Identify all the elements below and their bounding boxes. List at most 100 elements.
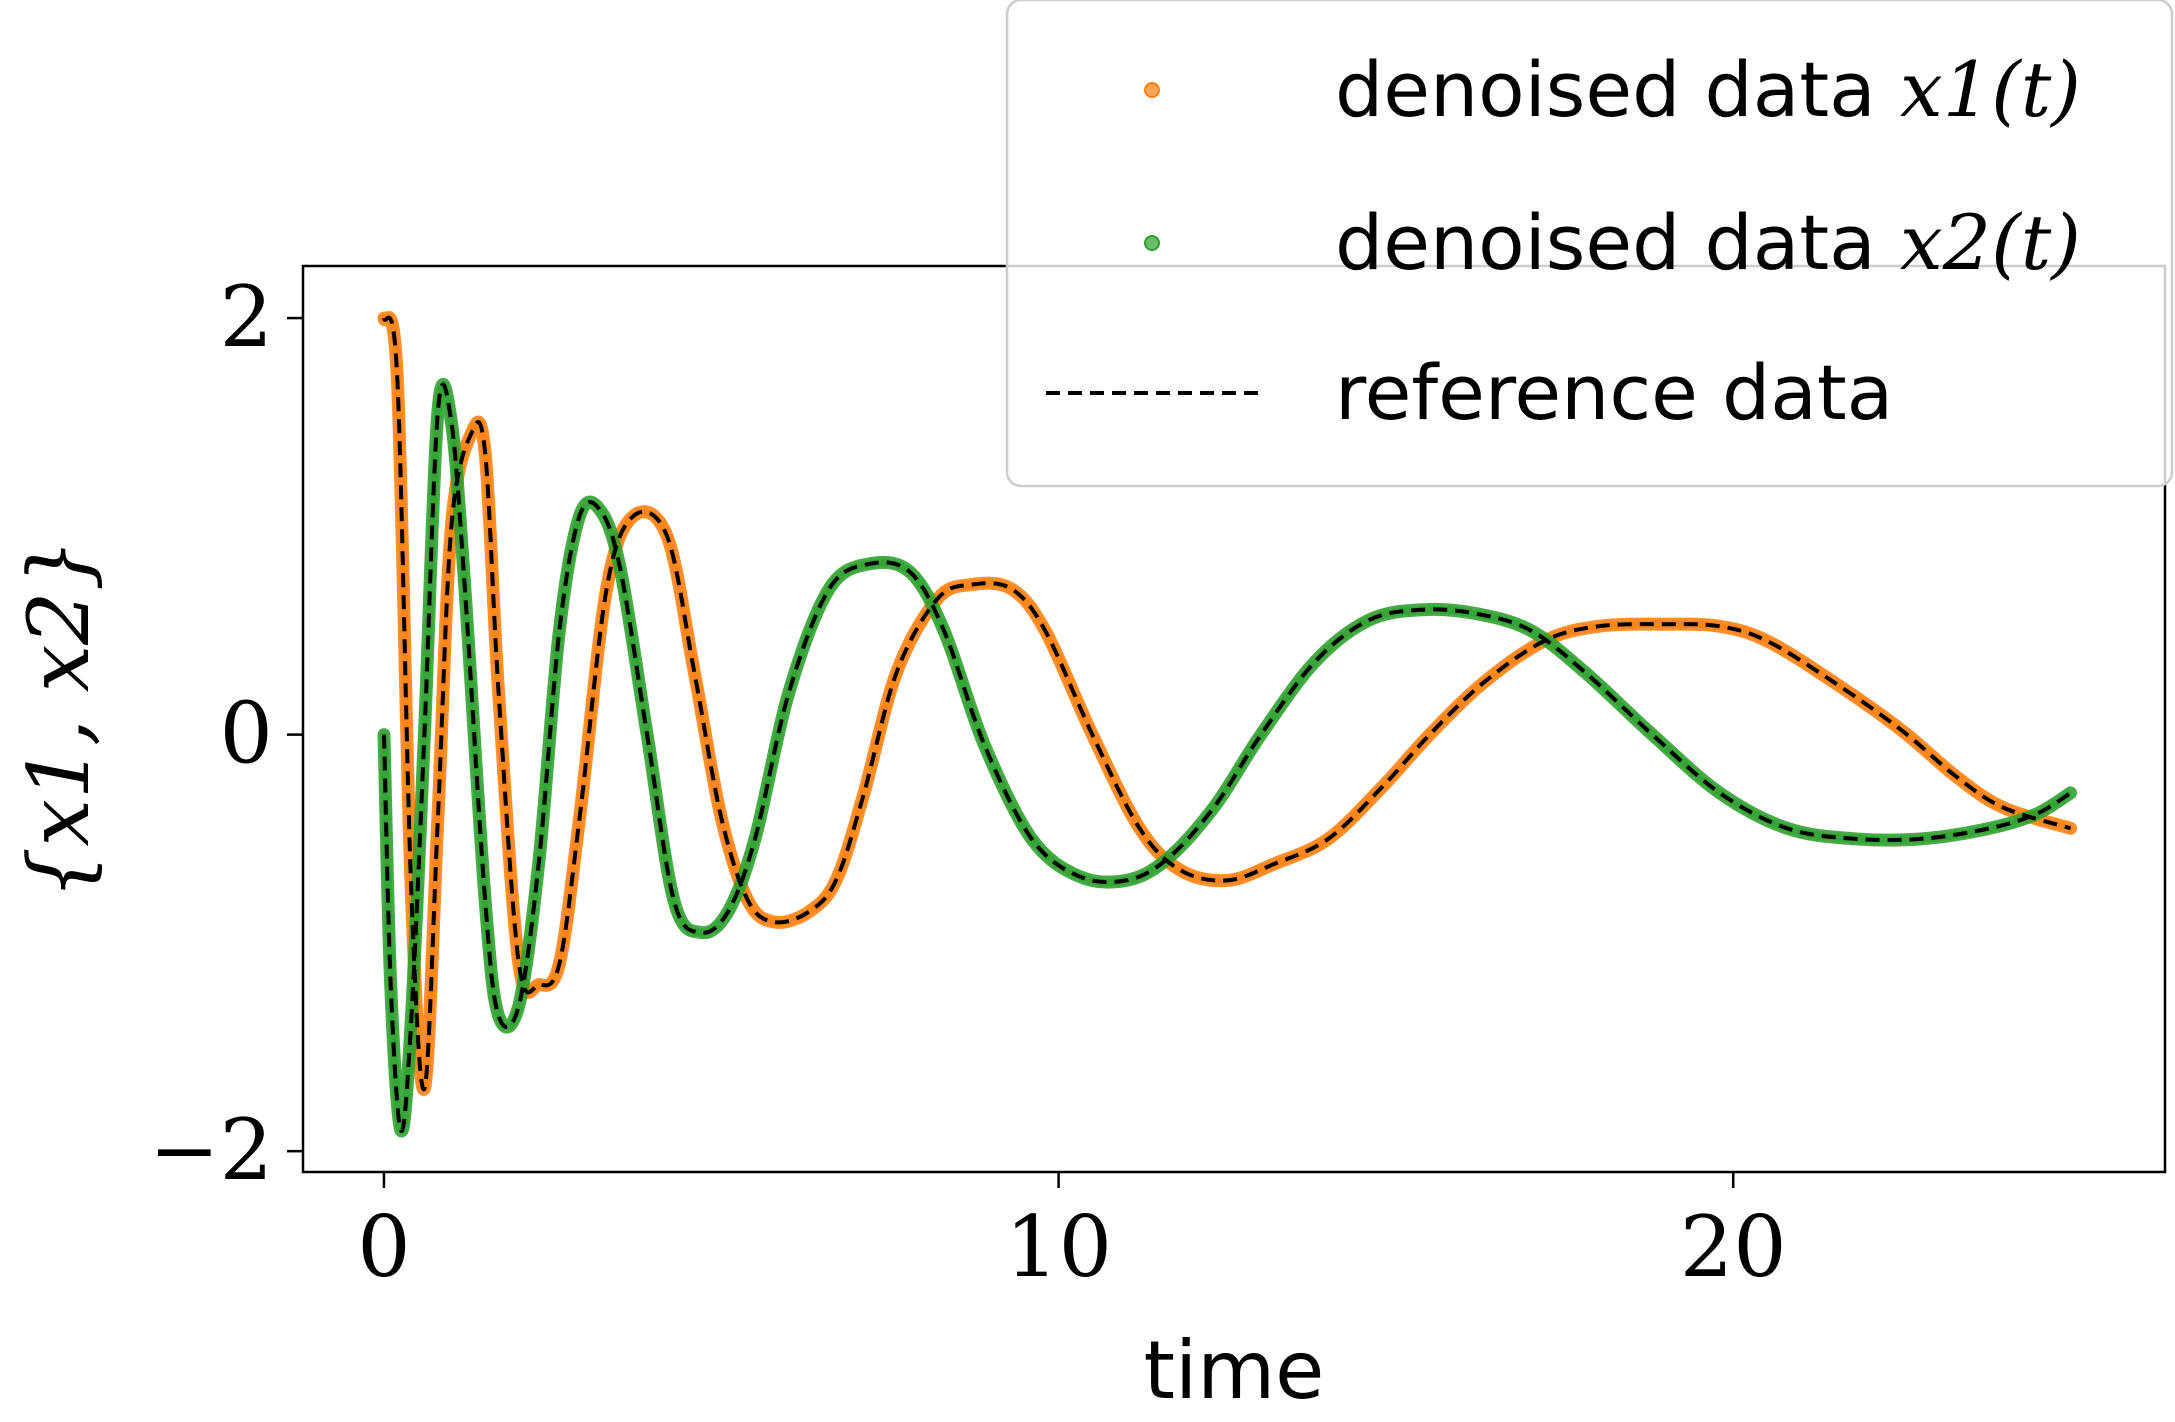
series-x2-point [637, 700, 647, 710]
series-x2-point [427, 538, 437, 548]
series-x2-point [462, 617, 472, 627]
series-x2-point [469, 722, 479, 732]
series-x1-point [488, 585, 498, 595]
series-x2-point [382, 835, 391, 845]
series-x1-point [393, 388, 403, 398]
series-x1-point [493, 676, 503, 686]
series-x2-point [1083, 875, 1093, 885]
series-x2-point [554, 627, 564, 637]
series-x1-point [500, 781, 510, 790]
series-x1-point [424, 1033, 434, 1043]
series-x2-point [462, 610, 472, 620]
series-x2-point [455, 505, 464, 515]
series-x2-point [466, 680, 476, 690]
series-x1-point [490, 627, 500, 637]
legend-label-text: denoised data [1335, 198, 1900, 287]
series-x2-point [1382, 609, 1392, 619]
series-x1-point [682, 628, 692, 638]
series-x1-point [438, 683, 448, 693]
x-tick-label: 10 [1005, 1198, 1112, 1296]
series-x1-point [436, 746, 446, 756]
series-x1-point [504, 850, 514, 860]
series-x2-point [654, 811, 664, 821]
series-x1-point [400, 654, 410, 664]
series-x2-point [409, 957, 419, 967]
series-x2-point [479, 876, 489, 886]
series-x2-point [446, 415, 456, 425]
series-x2-point [471, 764, 481, 774]
series-x1-point [441, 614, 451, 623]
series-x2-point [402, 1090, 411, 1100]
series-x1-point [494, 697, 504, 707]
series-x1-point [426, 991, 436, 1001]
series-x1-point [439, 663, 449, 672]
legend: denoised data x1(t) denoised data x2(t) re… [1005, 0, 2174, 488]
legend-label: reference data [1335, 348, 1893, 437]
series-x2-point [415, 824, 425, 834]
series-x2-point [549, 675, 559, 685]
series-x1-point [428, 921, 438, 931]
legend-label: denoised data x2(t) [1335, 198, 2081, 287]
legend-entries: denoised data x1(t) denoised data x2(t) re… [1046, 45, 2081, 437]
series-x1-point [432, 837, 442, 847]
series-x2-point [528, 912, 538, 922]
series-x1-point [397, 542, 407, 552]
series-x1-point [509, 913, 519, 923]
series-x1-point [404, 829, 414, 839]
y-axis: −2 0 2 [149, 268, 303, 1199]
series-x2-point [421, 692, 431, 701]
series-x1-point [498, 760, 508, 770]
legend-label-math: x1(t) [1900, 45, 2081, 134]
series-x1-point [481, 452, 491, 462]
series-x1-point [414, 1046, 424, 1056]
series-x1-point [581, 756, 591, 766]
series-x2-point [384, 926, 394, 935]
x-axis: 0 10 20 [357, 1172, 1787, 1296]
series-x1-point [501, 808, 511, 818]
series-x1-point [1612, 620, 1622, 630]
series-x2-point [464, 638, 473, 648]
series-x2-point [477, 855, 487, 865]
series-x1-point [443, 572, 453, 581]
series-x2-point [470, 743, 480, 753]
series-x2-point [539, 801, 549, 811]
series-x1-point [571, 840, 581, 850]
series-x1-point [396, 479, 406, 489]
series-x2-point [418, 761, 428, 771]
series-x2-point [449, 436, 459, 446]
plot-area [301, 264, 2167, 1174]
series-x1-point [534, 980, 544, 990]
series-x2-point [1792, 826, 1802, 836]
series-x2-point [423, 650, 432, 659]
series-x2-point [417, 782, 427, 792]
y-axis-label: {x1, x2} [10, 538, 108, 900]
series-x2-point [424, 601, 434, 610]
series-x2-point [419, 733, 429, 743]
series-x2-point [430, 454, 440, 464]
series-x1-point [398, 584, 408, 594]
series-x2-point [388, 1037, 398, 1047]
series-x1-point [496, 718, 505, 728]
series-x2-point [380, 772, 390, 782]
series-x2-point [422, 671, 432, 680]
legend-marker [1144, 82, 1160, 98]
series-x2-point [473, 792, 483, 802]
series-x2-point [1854, 834, 1864, 844]
series-x2-point [404, 1048, 414, 1058]
series-x1-point [1654, 619, 1664, 629]
series-x2-point [881, 557, 891, 567]
series-x1-point [574, 819, 584, 829]
x-tick-label: 0 [357, 1198, 410, 1296]
series-x1-point [402, 738, 412, 748]
series-x2-point [484, 945, 494, 955]
series-x1-point [396, 500, 406, 510]
series-x1-point [482, 473, 492, 483]
series-x1-point [400, 633, 409, 643]
series-x2-point [385, 947, 394, 956]
series-x2-point [560, 585, 570, 595]
series-x1-point [489, 606, 499, 616]
series-x1-point [986, 578, 996, 588]
series-x2-point [427, 517, 437, 527]
reference-line-x2 [382, 382, 2072, 1133]
series-x2-point [874, 558, 884, 567]
